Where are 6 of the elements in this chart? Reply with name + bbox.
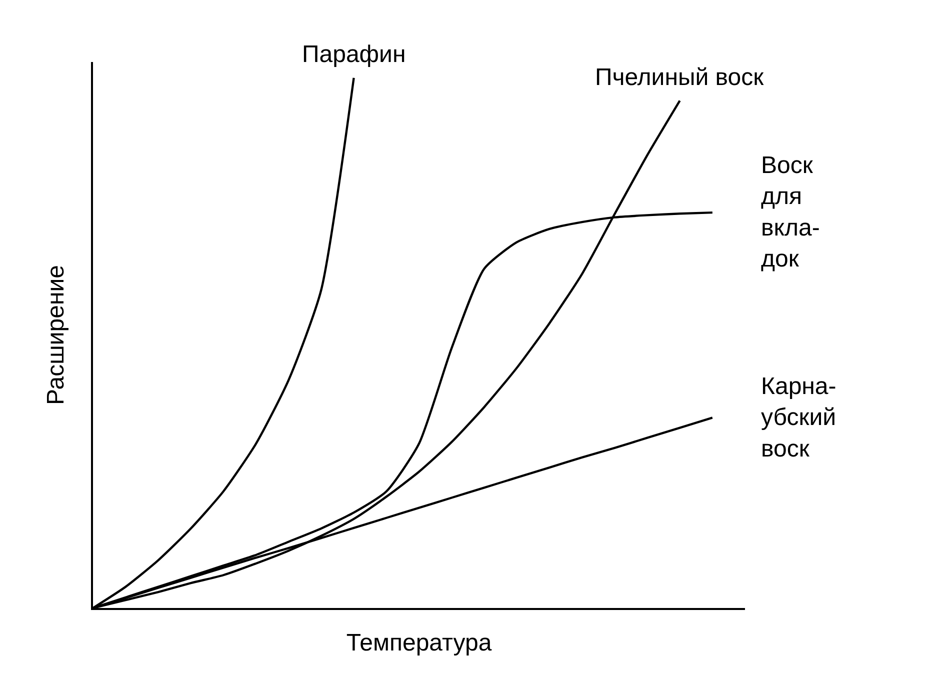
series-label: Парафин	[302, 41, 406, 68]
y-axis-title: Расширение	[42, 265, 70, 405]
text: Воск для вкла- док	[761, 152, 820, 273]
x-axis-title: Температура	[346, 630, 492, 657]
series-label: Пчелиный воск	[595, 64, 764, 91]
text: Карна- убский воск	[761, 373, 836, 462]
